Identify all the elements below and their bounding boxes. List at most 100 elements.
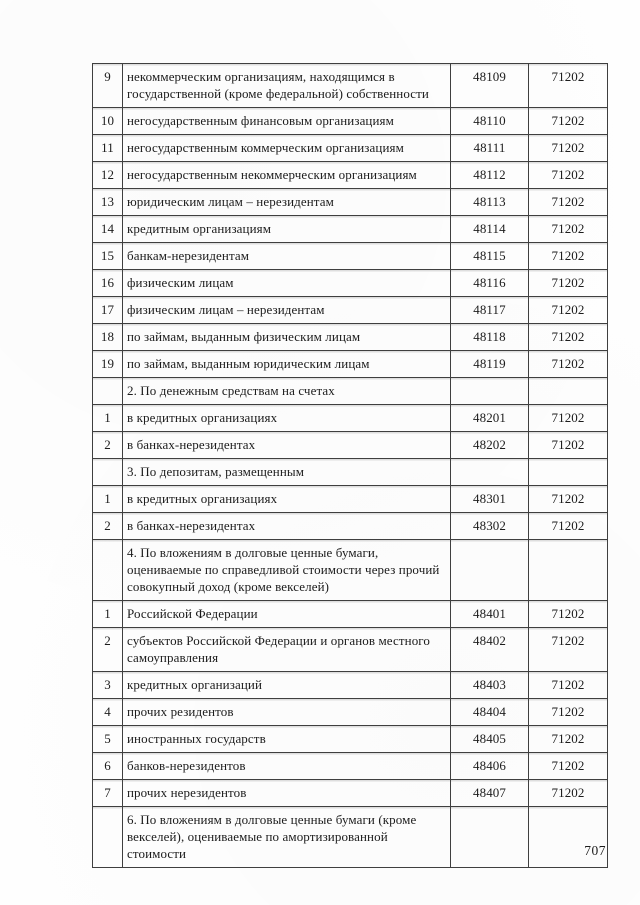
cell-num: 4 [92,698,123,726]
cell-desc: негосударственным финансовым организация… [122,107,451,135]
cell-symbol: 71202 [528,485,608,513]
cell-code: 48111 [450,134,529,162]
table-row: 18 по займам, выданным физическим лицам 48… [92,323,608,351]
cell-desc: 4. По вложениям в долговые ценные бумаги… [122,539,451,601]
cell-symbol [528,377,608,405]
cell-desc: в кредитных организациях [122,404,451,432]
cell-num: 2 [92,512,123,540]
cell-desc: в банках-нерезидентах [122,431,451,459]
cell-desc: прочих нерезидентов [122,779,451,807]
table-row: 11 негосударственным коммерческим организ… [92,134,608,162]
cell-symbol: 71202 [528,404,608,432]
table-row: 6 банков-нерезидентов 48406 71202 [92,752,608,780]
table-row: 10 негосударственным финансовым организац… [92,107,608,135]
cell-code: 48201 [450,404,529,432]
cell-num [92,458,123,486]
cell-symbol [528,458,608,486]
cell-num: 7 [92,779,123,807]
cell-num: 19 [92,350,123,378]
table-row: 2 субъектов Российской Федерации и органо… [92,627,608,672]
cell-symbol: 71202 [528,698,608,726]
cell-num [92,377,123,405]
cell-code [450,377,529,405]
cell-desc: 6. По вложениям в долговые ценные бумаги… [122,806,451,868]
table-row: 12 негосударственным некоммерческим орган… [92,161,608,189]
cell-symbol: 71202 [528,296,608,324]
cell-symbol: 71202 [528,188,608,216]
cell-num: 13 [92,188,123,216]
cell-code: 48118 [450,323,529,351]
cell-desc: некоммерческим организациям, находящимся… [122,63,451,108]
cell-num: 17 [92,296,123,324]
cell-code: 48404 [450,698,529,726]
cell-desc: в кредитных организациях [122,485,451,513]
table-row: 1 Российской Федерации 48401 71202 [92,600,608,628]
cell-desc: кредитных организаций [122,671,451,699]
cell-num: 10 [92,107,123,135]
cell-code: 48302 [450,512,529,540]
cell-num: 1 [92,600,123,628]
table-row: 14 кредитным организациям 48114 71202 [92,215,608,243]
cell-code: 48110 [450,107,529,135]
cell-desc: негосударственным коммерческим организац… [122,134,451,162]
cell-symbol: 71202 [528,350,608,378]
cell-code: 48202 [450,431,529,459]
cell-code: 48301 [450,485,529,513]
cell-code: 48405 [450,725,529,753]
cell-symbol: 71202 [528,134,608,162]
table-body: 9 некоммерческим организациям, находящимс… [92,63,608,868]
cell-num: 3 [92,671,123,699]
cell-symbol: 71202 [528,215,608,243]
cell-num: 14 [92,215,123,243]
table-row: 3 кредитных организаций 48403 71202 [92,671,608,699]
cell-symbol: 71202 [528,323,608,351]
cell-desc: по займам, выданным юридическим лицам [122,350,451,378]
cell-code: 48117 [450,296,529,324]
cell-desc: прочих резидентов [122,698,451,726]
cell-symbol: 71202 [528,725,608,753]
cell-code: 48114 [450,215,529,243]
table-row: 4 прочих резидентов 48404 71202 [92,698,608,726]
cell-num: 1 [92,404,123,432]
cell-symbol: 71202 [528,752,608,780]
section-header-row: 2. По денежным средствам на счетах [92,377,608,405]
cell-code: 48109 [450,63,529,108]
table-row: 7 прочих нерезидентов 48407 71202 [92,779,608,807]
cell-num: 15 [92,242,123,270]
cell-num: 12 [92,161,123,189]
cell-code: 48402 [450,627,529,672]
cell-symbol: 71202 [528,627,608,672]
cell-code: 48112 [450,161,529,189]
section-header-row: 4. По вложениям в долговые ценные бумаги… [92,539,608,601]
cell-num: 18 [92,323,123,351]
cell-code: 48406 [450,752,529,780]
table-row: 16 физическим лицам 48116 71202 [92,269,608,297]
cell-desc: банкам-нерезидентам [122,242,451,270]
cell-num: 6 [92,752,123,780]
cell-desc: 2. По денежным средствам на счетах [122,377,451,405]
cell-symbol: 71202 [528,779,608,807]
cell-symbol: 71202 [528,431,608,459]
cell-desc: физическим лицам – нерезидентам [122,296,451,324]
table-row: 15 банкам-нерезидентам 48115 71202 [92,242,608,270]
cell-symbol [528,539,608,601]
cell-desc: в банках-нерезидентах [122,512,451,540]
cell-desc: кредитным организациям [122,215,451,243]
cell-symbol: 71202 [528,600,608,628]
cell-num: 2 [92,627,123,672]
cell-num: 5 [92,725,123,753]
cell-desc: Российской Федерации [122,600,451,628]
cell-desc: по займам, выданным физическим лицам [122,323,451,351]
cell-num: 16 [92,269,123,297]
cell-desc: иностранных государств [122,725,451,753]
cell-num: 1 [92,485,123,513]
cell-desc: субъектов Российской Федерации и органов… [122,627,451,672]
cell-symbol: 71202 [528,671,608,699]
cell-num [92,806,123,868]
cell-num: 11 [92,134,123,162]
accounts-table: 9 некоммерческим организациям, находящимс… [92,63,608,868]
cell-code: 48401 [450,600,529,628]
